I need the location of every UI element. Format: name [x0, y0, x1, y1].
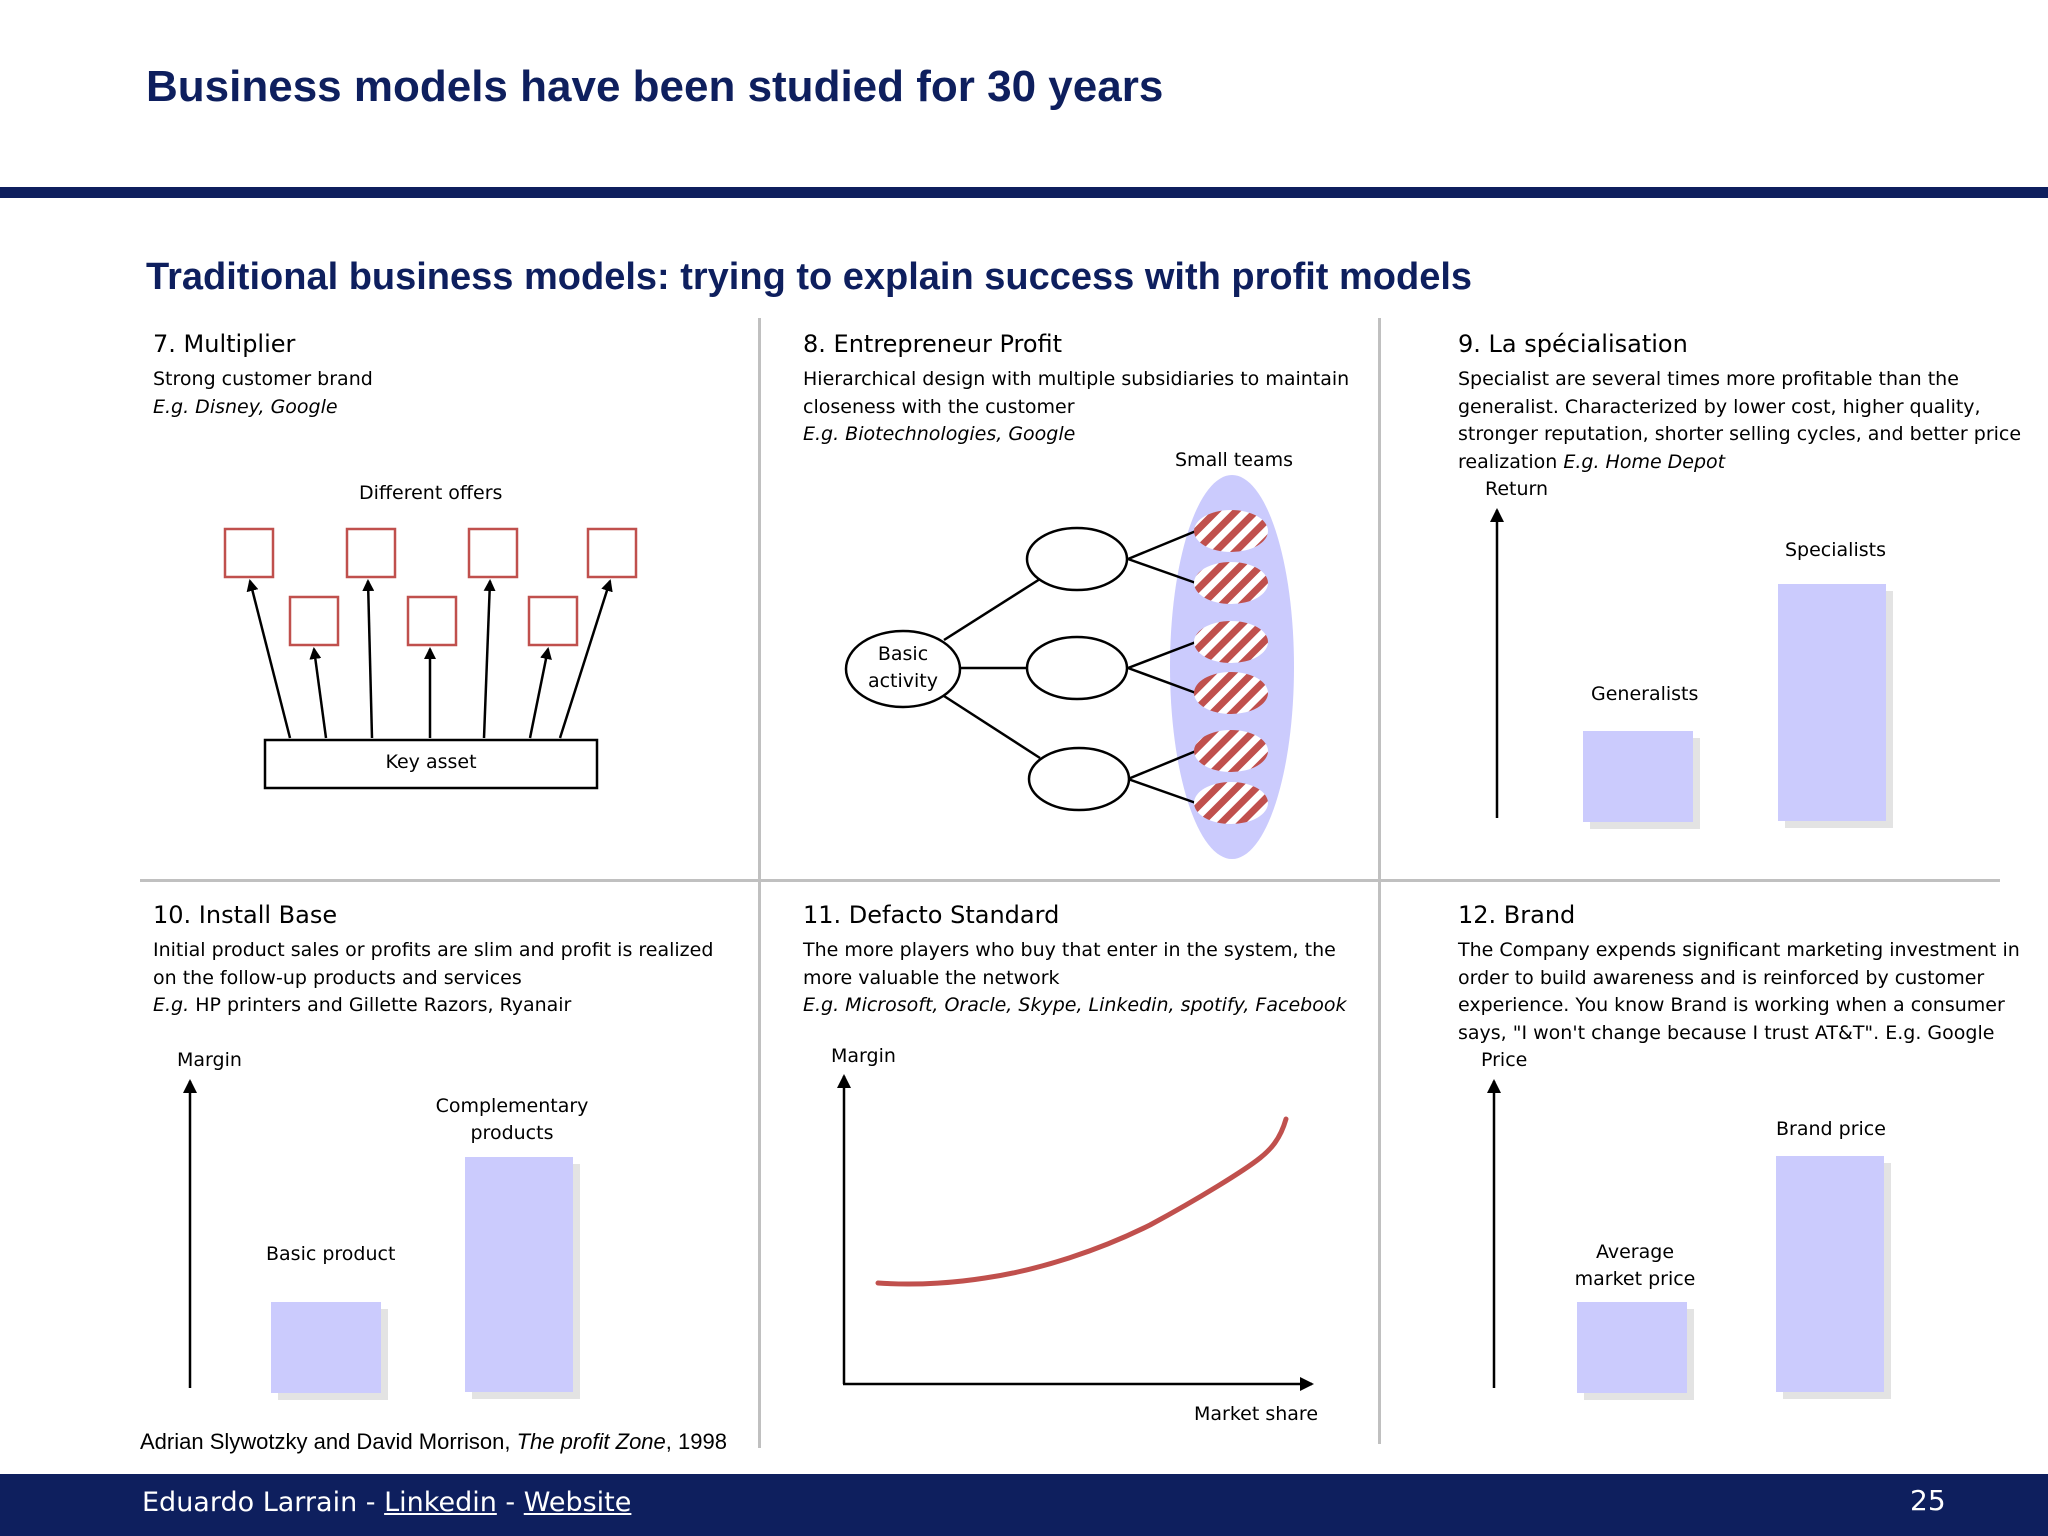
footer-credits: Eduardo Larrain - Linkedin - Website	[142, 1487, 632, 1518]
small-team	[1194, 782, 1268, 824]
offer-box	[467, 527, 519, 579]
cell-desc-entrepreneur-profit: Hierarchical design with multiple subsid…	[803, 366, 1363, 449]
bar-label-specialists: Specialists	[1785, 539, 1886, 561]
cell-title-brand: 12. Brand	[1458, 901, 1576, 929]
section-subtitle: Traditional business models: trying to e…	[146, 256, 1473, 298]
different-offers-label: Different offers	[359, 482, 503, 504]
bar-label-complementary-products: Complementary products	[435, 1095, 589, 1144]
x-axis-label-market-share: Market share	[1194, 1403, 1319, 1425]
y-axis-label-return: Return	[1485, 478, 1549, 500]
key-asset-box	[263, 738, 599, 790]
y-axis-label-price: Price	[1481, 1049, 1528, 1071]
cell-desc-defacto-standard: The more players who buy that enter in t…	[803, 937, 1363, 1020]
cell-desc-brand: The Company expends significant marketin…	[1458, 939, 2020, 1044]
cell-title-install-base: 10. Install Base	[153, 901, 338, 929]
example-text: E.g. Home Depot	[1563, 450, 1726, 473]
offer-box	[223, 527, 275, 579]
basic-activity-label-line-2: activity	[867, 670, 939, 692]
basic-activity-label-line-1: Basic	[877, 643, 929, 665]
desc-text: Strong customer brand	[153, 368, 373, 390]
cell-desc-install-base: Initial product sales or profits are sli…	[153, 937, 733, 1020]
example-text: E.g. Microsoft, Oracle, Skype, Linkedin,…	[803, 994, 1347, 1016]
example-text: E.g. HP printers and Gillette Razors, Ry…	[153, 994, 572, 1016]
y-axis-label-margin-2: Margin	[831, 1045, 896, 1067]
small-team	[1194, 672, 1268, 714]
small-team	[1194, 562, 1268, 604]
grid-divider-horizontal	[140, 879, 2000, 882]
offer-box	[586, 527, 638, 579]
arrow	[362, 579, 375, 739]
bar-label-basic-product: Basic product	[266, 1243, 396, 1265]
arrow	[246, 579, 292, 739]
cell-title-multiplier: 7. Multiplier	[153, 330, 296, 358]
page-number: 25	[1910, 1484, 1946, 1517]
bar-generalists	[1583, 731, 1693, 822]
bar-basic-product	[271, 1302, 381, 1393]
arrow	[309, 647, 328, 739]
cell-title-defacto-standard: 11. Defacto Standard	[803, 901, 1060, 929]
bar-label-generalists: Generalists	[1591, 683, 1699, 705]
arrow	[482, 579, 496, 739]
subsidiary-node	[1025, 635, 1129, 701]
small-team	[1194, 730, 1268, 772]
grid-divider-vertical-1	[758, 318, 761, 1448]
arrow	[528, 647, 552, 739]
footer-author: Eduardo Larrain	[142, 1487, 358, 1518]
desc-text: The more players who buy that enter in t…	[803, 939, 1336, 989]
desc-text: Hierarchical design with multiple subsid…	[803, 368, 1350, 418]
subsidiary-node	[1025, 526, 1129, 592]
subsidiary-node	[1027, 746, 1131, 812]
small-teams-label: Small teams	[1175, 449, 1293, 471]
bar-label-average-market-price: Average market price	[1574, 1241, 1696, 1290]
cell-desc-multiplier: Strong customer brand E.g. Disney, Googl…	[153, 366, 733, 421]
basic-activity-label: Basic activity	[846, 641, 960, 695]
key-asset-label: Key asset	[385, 751, 477, 773]
bar-average-market-price	[1577, 1302, 1687, 1393]
desc-text: Initial product sales or profits are sli…	[153, 939, 714, 989]
offer-box	[288, 595, 340, 647]
basic-activity-node	[844, 629, 962, 709]
title-divider	[0, 187, 2048, 198]
cell-title-entrepreneur-profit: 8. Entrepreneur Profit	[803, 330, 1063, 358]
example-text: E.g. Biotechnologies, Google	[803, 423, 1076, 445]
page-title: Business models have been studied for 30…	[146, 62, 1164, 111]
offer-box	[345, 527, 397, 579]
linkedin-link[interactable]: Linkedin	[384, 1487, 497, 1518]
cell-title-specialisation: 9. La spécialisation	[1458, 330, 1688, 358]
offer-box	[527, 595, 579, 647]
website-link[interactable]: Website	[523, 1487, 632, 1518]
small-team	[1194, 621, 1268, 663]
citation: Adrian Slywotzky and David Morrison, The…	[140, 1429, 727, 1454]
bar-specialists	[1778, 584, 1886, 821]
y-axis-label-margin: Margin	[177, 1049, 242, 1071]
desc-text: Specialist are several times more profit…	[1458, 368, 2022, 473]
offer-box	[406, 595, 458, 647]
cell-desc-specialisation: Specialist are several times more profit…	[1458, 366, 2024, 476]
arrow	[558, 579, 613, 739]
bar-complementary-products	[465, 1157, 573, 1392]
footer-bar	[0, 1474, 2048, 1536]
example-text: E.g. Disney, Google	[153, 395, 338, 418]
network-value-curve	[875, 1116, 1289, 1287]
bar-brand-price	[1776, 1156, 1884, 1392]
small-team	[1194, 510, 1268, 552]
bar-label-brand-price: Brand price	[1776, 1118, 1886, 1140]
